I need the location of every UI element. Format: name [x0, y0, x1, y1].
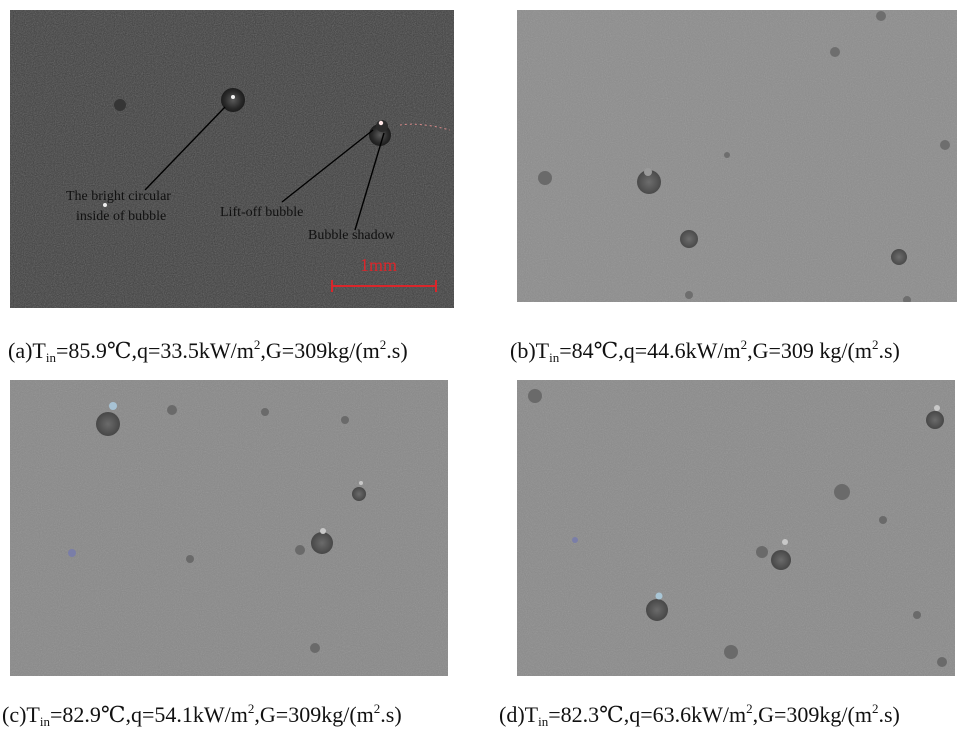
photo-panel-c: [10, 380, 448, 676]
caption-d: (d)Tin=82.3℃,q=63.6kW/m2,G=309kg/(m2.s): [499, 701, 900, 729]
photo-panel-d: [517, 380, 955, 676]
leader-line-lift-off: [281, 129, 374, 203]
leader-line-bright: [144, 106, 226, 191]
annotation-bright-circular-line2: inside of bubble: [76, 209, 166, 224]
caption-c: (c)Tin=82.9℃,q=54.1kW/m2,G=309kg/(m2.s): [2, 701, 402, 729]
photo-panel-a: The bright circular inside of bubble Lif…: [10, 10, 454, 308]
bubble: [637, 170, 661, 194]
bubble: [96, 412, 120, 436]
photo-panel-b: [517, 10, 957, 302]
caption-a: (a)Tin=85.9℃,q=33.5kW/m2,G=309kg/(m2.s): [8, 337, 408, 365]
bubble: [646, 599, 668, 621]
annotation-lift-off: Lift-off bubble: [220, 205, 303, 220]
annotation-shadow: Bubble shadow: [308, 228, 396, 243]
caption-b: (b)Tin=84℃,q=44.6kW/m2,G=309 kg/(m2.s): [510, 337, 900, 365]
scale-bar-label: 1mm: [360, 255, 397, 275]
annotation-bright-circular-line1: The bright circular: [66, 189, 171, 204]
bubble: [221, 88, 245, 112]
leader-line-shadow: [354, 132, 385, 231]
